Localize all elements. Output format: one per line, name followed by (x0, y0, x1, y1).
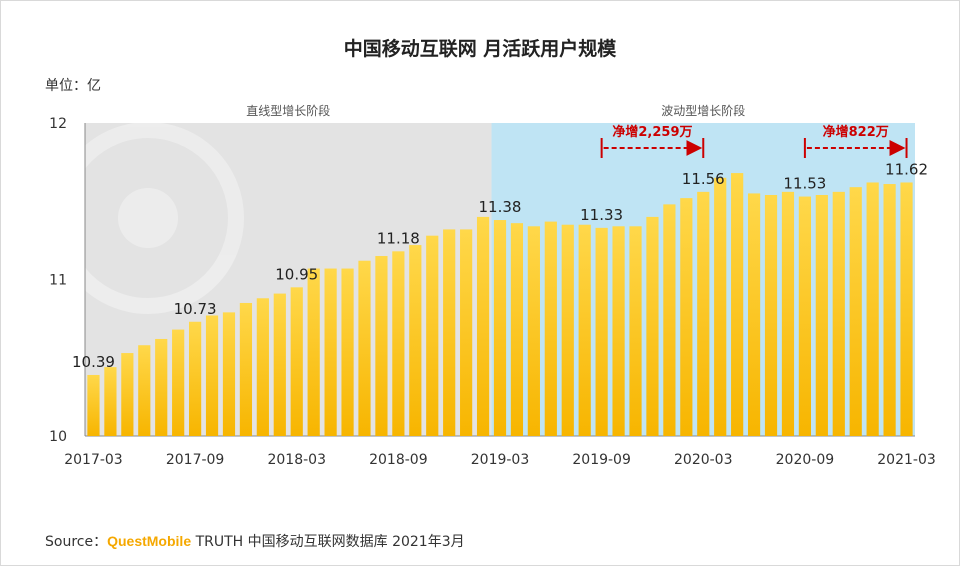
unit-label: 单位：亿 (45, 78, 101, 94)
x-tick-label: 2020-09 (776, 452, 835, 468)
bar-2019-10 (612, 226, 625, 436)
bar-2018-12 (443, 229, 456, 436)
bar-2018-09 (392, 251, 405, 436)
bar-2018-07 (358, 260, 371, 436)
data-label: 10.73 (174, 300, 217, 318)
bar-2019-02 (476, 216, 490, 436)
x-tick-label: 2019-03 (471, 452, 530, 468)
bar-2017-11 (222, 312, 236, 436)
bar-2019-07 (561, 224, 574, 436)
bar-2019-01 (460, 229, 473, 436)
bar-2018-08 (375, 256, 388, 436)
watermark-dot (118, 188, 178, 248)
bar-2017-08 (172, 329, 185, 436)
bar-2021-03 (900, 182, 913, 436)
bar-2018-10 (409, 245, 422, 436)
bar-2019-08 (578, 224, 591, 436)
data-label: 11.62 (885, 160, 928, 178)
bar-2020-08 (781, 191, 795, 436)
phase-background-1 (85, 123, 492, 436)
bar-2020-03 (697, 191, 710, 436)
x-tick-label: 2020-03 (674, 452, 733, 468)
bar-2017-07 (155, 338, 168, 436)
bar-2018-03 (290, 287, 303, 436)
bar-2021-01 (866, 182, 879, 436)
bar-2018-05 (324, 268, 337, 436)
bar-2017-09 (189, 321, 202, 436)
y-tick-label: 12 (49, 116, 67, 132)
bar-2020-09 (798, 196, 811, 436)
data-label: 11.38 (479, 198, 522, 216)
annotation-label-1: 净增2,259万 (612, 124, 692, 140)
bar-2017-06 (138, 345, 151, 436)
x-tick-label: 2019-09 (572, 452, 631, 468)
y-tick-label: 11 (49, 273, 67, 289)
bar-2020-10 (815, 194, 828, 436)
bar-2019-09 (595, 227, 608, 436)
bar-2019-03 (493, 220, 507, 436)
bar-2020-04 (714, 177, 727, 436)
bar-2020-05 (731, 173, 744, 436)
bar-2020-12 (849, 187, 862, 436)
bar-2018-02 (273, 293, 286, 436)
bar-2017-10 (205, 315, 219, 436)
bar-2020-11 (832, 191, 845, 436)
bar-2017-12 (239, 302, 253, 436)
data-label: 11.18 (377, 229, 420, 247)
phase-label-1: 直线型增长阶段 (246, 103, 330, 118)
phase-label-2: 波动型增长阶段 (661, 103, 745, 118)
bar-2020-02 (680, 198, 693, 436)
bar-2020-01 (663, 204, 676, 436)
bar-2017-05 (121, 353, 134, 436)
bar-2019-12 (646, 216, 659, 436)
bar-2020-07 (764, 194, 778, 436)
source-line: Source：QuestMobile TRUTH 中国移动互联网数据库 2021… (45, 531, 465, 551)
source-brand: QuestMobile (107, 533, 192, 549)
data-label: 11.53 (783, 175, 826, 193)
data-label: 10.95 (275, 265, 318, 283)
x-tick-label: 2017-09 (166, 452, 225, 468)
bar-2021-02 (883, 184, 896, 436)
bar-2019-05 (527, 226, 540, 436)
bar-2019-04 (510, 223, 524, 436)
source-suffix: TRUTH 中国移动互联网数据库 2021年3月 (195, 534, 465, 550)
watermark-logo (52, 122, 244, 314)
data-label: 11.33 (580, 206, 623, 224)
x-tick-label: 2017-03 (64, 452, 123, 468)
bar-2017-04 (104, 367, 117, 436)
bar-2019-06 (544, 221, 557, 436)
bar-2018-04 (307, 268, 320, 436)
source-prefix: Source： (45, 534, 108, 550)
data-label: 11.56 (682, 170, 725, 188)
watermark-ring (52, 122, 244, 314)
x-tick-label: 2021-03 (877, 452, 936, 468)
y-tick-label: 10 (49, 429, 67, 445)
x-tick-label: 2018-09 (369, 452, 428, 468)
bar-2020-06 (747, 193, 761, 436)
chart-title: 中国移动互联网 月活跃用户规模 (343, 38, 617, 60)
data-label: 10.39 (72, 353, 115, 371)
bar-2017-03 (87, 374, 100, 436)
bar-2018-01 (256, 298, 269, 436)
bar-2018-06 (341, 268, 354, 436)
bar-2019-11 (629, 226, 642, 436)
bar-2018-11 (426, 235, 439, 436)
x-tick-label: 2018-03 (267, 452, 326, 468)
annotation-label-2: 净增822万 (823, 124, 889, 140)
